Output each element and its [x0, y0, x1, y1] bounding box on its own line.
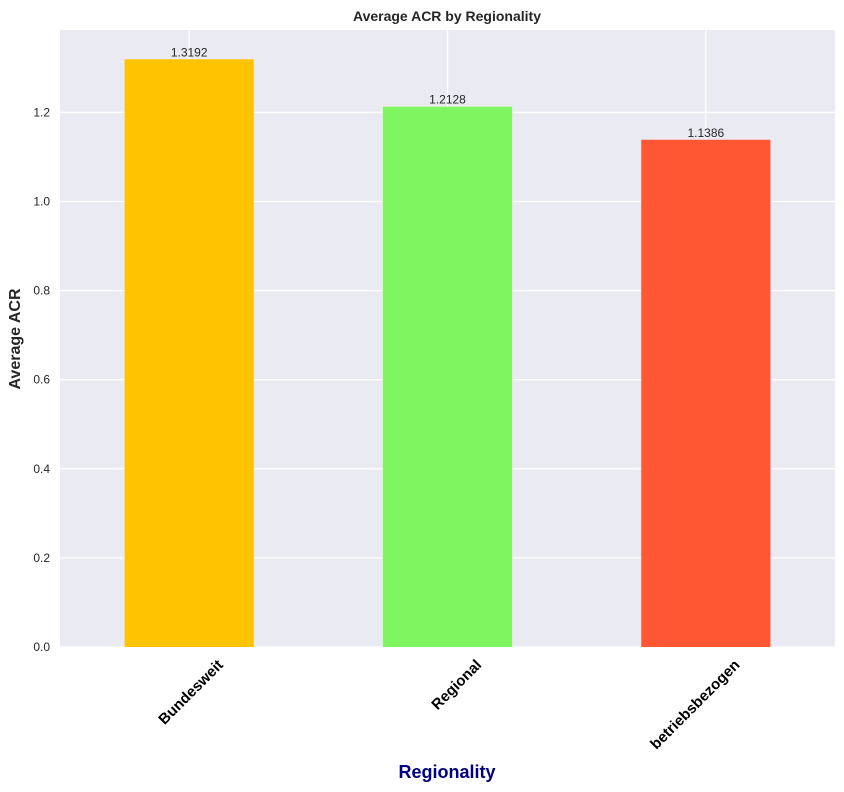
chart-title: Average ACR by Regionality: [353, 8, 541, 24]
data-label: 1.2128: [429, 93, 466, 107]
y-tick-label: 0.2: [33, 551, 50, 565]
x-tick-label: betriebsbezogen: [647, 657, 743, 753]
bar-bundesweit: [124, 59, 254, 648]
bars: [124, 59, 771, 648]
bar-betriebsbezogen: [641, 139, 771, 648]
y-axis-label: Average ACR: [7, 288, 24, 390]
y-tick-label: 0.4: [33, 462, 50, 476]
x-tick-label: Bundesweit: [155, 657, 227, 729]
data-label: 1.3192: [171, 45, 208, 59]
data-label: 1.1386: [687, 126, 724, 140]
x-axis-ticks: Bundesweit Regional betriebsbezogen: [155, 657, 743, 753]
x-axis-label: Regionality: [398, 762, 495, 782]
y-axis-ticks: 0.0 0.2 0.4 0.6 0.8 1.0 1.2: [33, 105, 50, 654]
data-labels: 1.3192 1.2128 1.1386: [171, 45, 725, 139]
y-tick-label: 0.6: [33, 373, 50, 387]
y-tick-label: 0.0: [33, 640, 50, 654]
x-tick-label: Regional: [428, 657, 485, 714]
y-tick-label: 0.8: [33, 284, 50, 298]
y-tick-label: 1.0: [33, 195, 50, 209]
bar-regional: [382, 106, 513, 648]
y-tick-label: 1.2: [33, 105, 50, 119]
